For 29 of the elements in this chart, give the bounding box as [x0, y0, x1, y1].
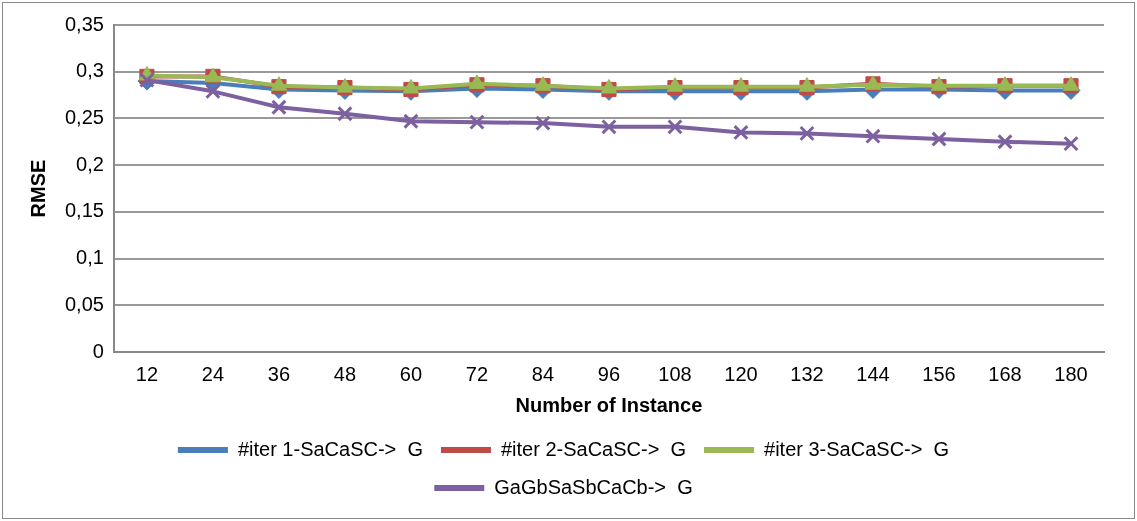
- x-tick-label: 36: [267, 362, 291, 385]
- y-tick-label: 0: [92, 339, 104, 362]
- x-tick-label: 132: [790, 362, 824, 385]
- legend-label: #iter 2-SaCaSC-> G: [500, 437, 687, 460]
- x-tick-label: 48: [333, 362, 357, 385]
- x-axis-title: Number of Instance: [515, 393, 703, 416]
- legend-label: #iter 3-SaCaSC-> G: [764, 437, 950, 460]
- x-tick-label: 144: [856, 362, 890, 385]
- x-tick-label: 84: [531, 362, 555, 385]
- y-tick-label: 0,15: [64, 199, 104, 222]
- y-tick-label: 0,35: [64, 12, 104, 35]
- y-tick-label: 0,2: [76, 152, 104, 175]
- x-tick-label: 156: [922, 362, 956, 385]
- y-axis-title: RMSE: [26, 159, 49, 218]
- x-tick-label: 12: [135, 362, 159, 385]
- x-tick-label: 168: [988, 362, 1022, 385]
- legend-label: #iter 1-SaCaSC-> G: [237, 437, 423, 460]
- x-tick-label: 72: [465, 362, 489, 385]
- x-tick-label: 108: [658, 362, 692, 385]
- x-tick-label: 96: [597, 362, 621, 385]
- legend-label: GaGbSaSbCaCb-> G: [494, 475, 693, 498]
- y-tick-label: 0,05: [64, 292, 104, 315]
- y-tick-label: 0,25: [64, 105, 104, 128]
- y-tick-label: 0,1: [76, 246, 104, 269]
- x-tick-label: 180: [1054, 362, 1088, 385]
- y-tick-label: 0,3: [76, 59, 104, 82]
- x-tick-label: 120: [724, 362, 758, 385]
- x-tick-label: 24: [201, 362, 225, 385]
- x-tick-label: 60: [399, 362, 423, 385]
